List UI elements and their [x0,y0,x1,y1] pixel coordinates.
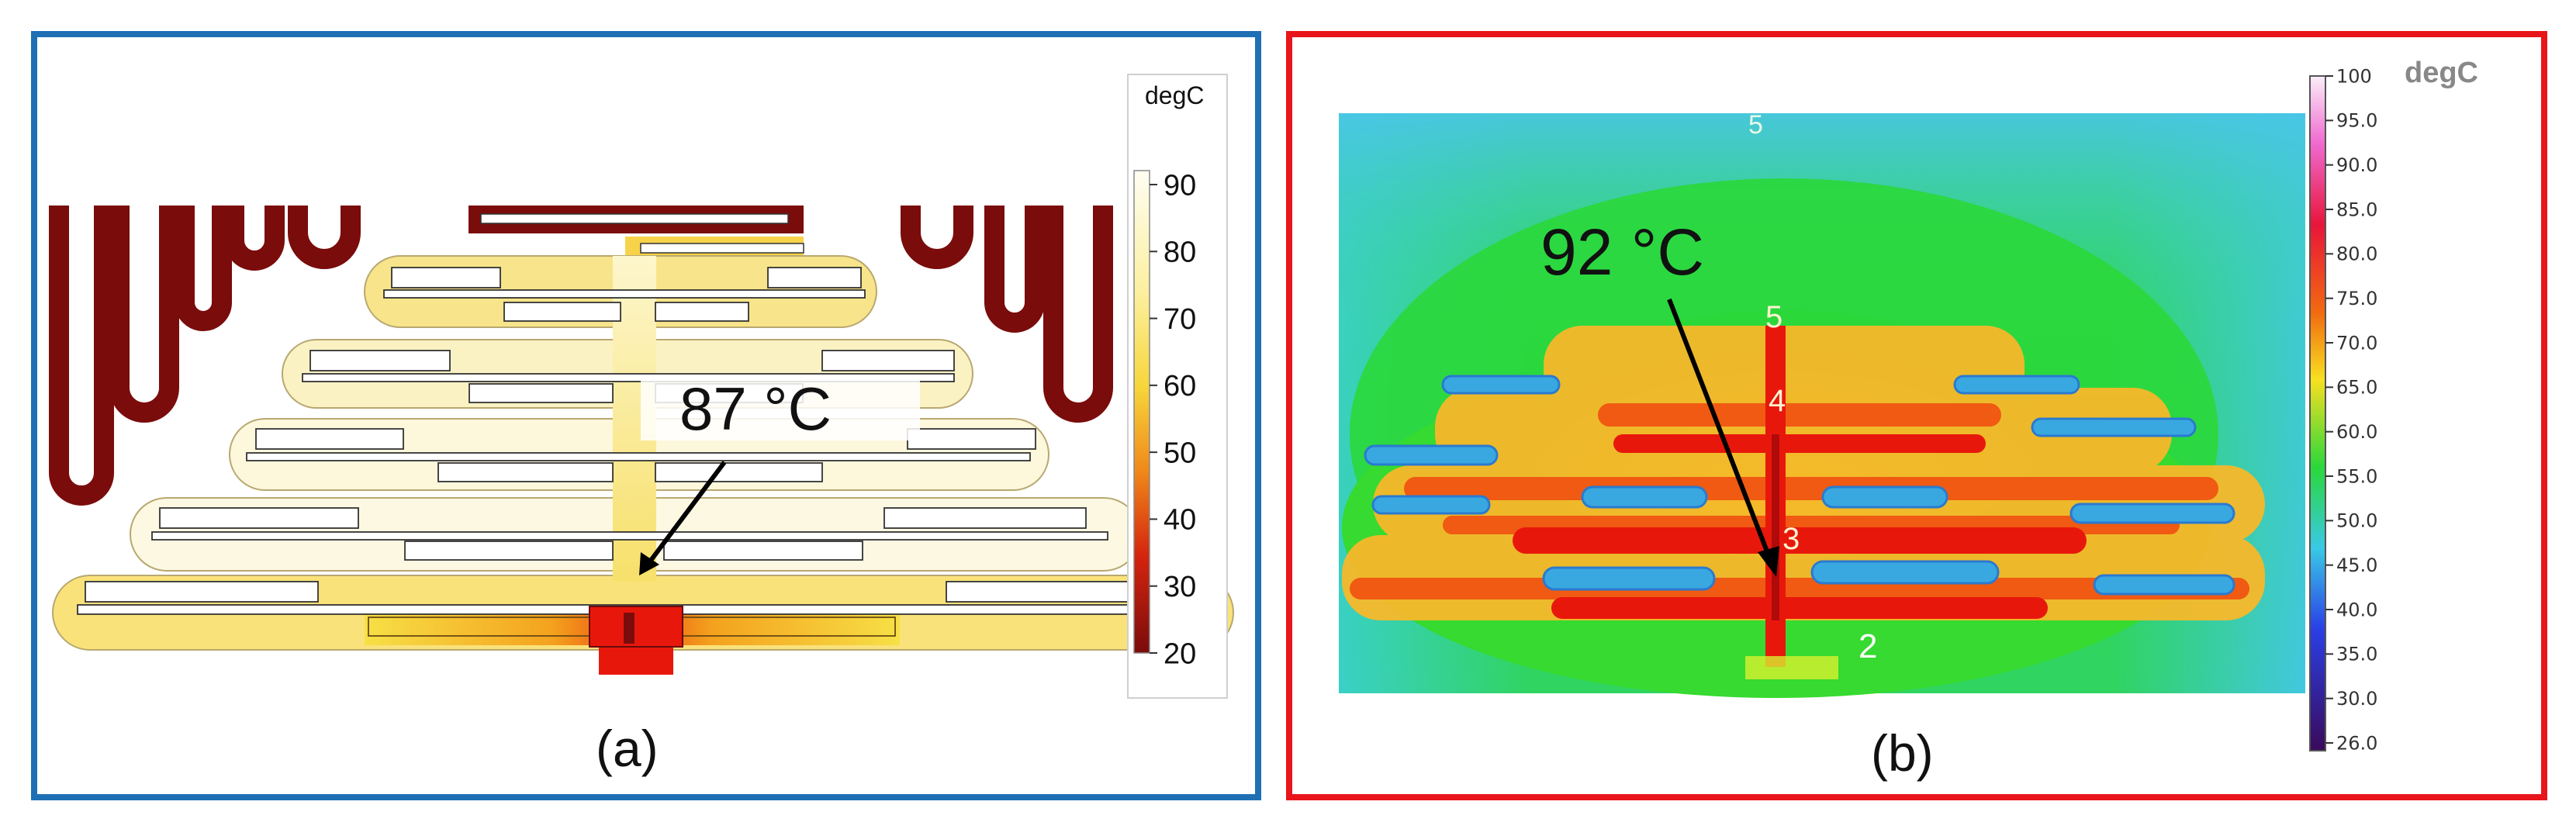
panel-a-arrow [648,461,727,563]
panel-a-colorbar-ticks: 90 80 70 60 50 40 30 20 [1150,169,1196,670]
panel-a-colorbar [1133,170,1150,654]
panel-a-annotation: 87 °C [679,375,832,443]
panel-b-point-label: 4 [1769,384,1786,418]
colorbar-tick-label: 50.0 [2336,510,2377,532]
panel-b-point-label: 5 [1748,110,1763,140]
colorbar-tick-label: 100 [2336,65,2372,87]
panel-b-thermal-image [1339,113,2305,698]
panel-b-colorbar-unit: degC [2405,57,2478,89]
colorbar-tick-label: 50 [1164,437,1196,469]
panel-a-colorbar-unit: degC [1145,81,1205,109]
colorbar-tick-label: 65.0 [2336,377,2377,399]
colorbar-tick-label: 55.0 [2336,465,2377,487]
colorbar-tick-label: 70.0 [2336,332,2377,354]
panel-b-point-label: 5 [1765,300,1782,334]
panel-b-arrowhead [1758,546,1779,577]
colorbar-tick-label: 40.0 [2336,599,2377,620]
colorbar-tick-label: 60 [1164,370,1196,402]
panel-b-caption: (b) [1871,724,1934,782]
panel-a-caption: (a) [596,720,659,777]
panel-b-point-label: 2 [1859,627,1877,665]
panel-b-colorbar [2309,75,2326,751]
panel-b-colorbar-ticks: 100 95.0 90.0 85.0 80.0 75.0 70.0 65.0 60.0 55.0 5… [2325,65,2377,754]
panel-b-annotation: 92 °C [1540,216,1704,288]
panel-b-arrow [1667,298,1771,557]
colorbar-tick-label: 95.0 [2336,110,2377,132]
colorbar-tick-label: 90.0 [2336,154,2377,176]
colorbar-tick-label: 30.0 [2336,688,2377,710]
colorbar-tick-label: 26.0 [2336,732,2377,754]
colorbar-tick-label: 80.0 [2336,244,2377,265]
colorbar-tick-label: 75.0 [2336,288,2377,309]
panel-a-arrowhead [639,552,659,575]
panel-b-point-label: 3 [1782,522,1800,556]
colorbar-tick-label: 90 [1164,169,1196,202]
colorbar-tick-label: 20 [1164,637,1196,670]
colorbar-tick-label: 85.0 [2336,199,2377,220]
colorbar-tick-label: 45.0 [2336,554,2377,576]
colorbar-tick-label: 80 [1164,237,1196,269]
colorbar-tick-label: 70 [1164,303,1196,336]
colorbar-tick-label: 60.0 [2336,421,2377,443]
panel-a-simulation [49,206,1234,675]
colorbar-tick-label: 40 [1164,504,1196,537]
colorbar-tick-label: 30 [1164,571,1196,603]
colorbar-tick-label: 35.0 [2336,644,2377,665]
